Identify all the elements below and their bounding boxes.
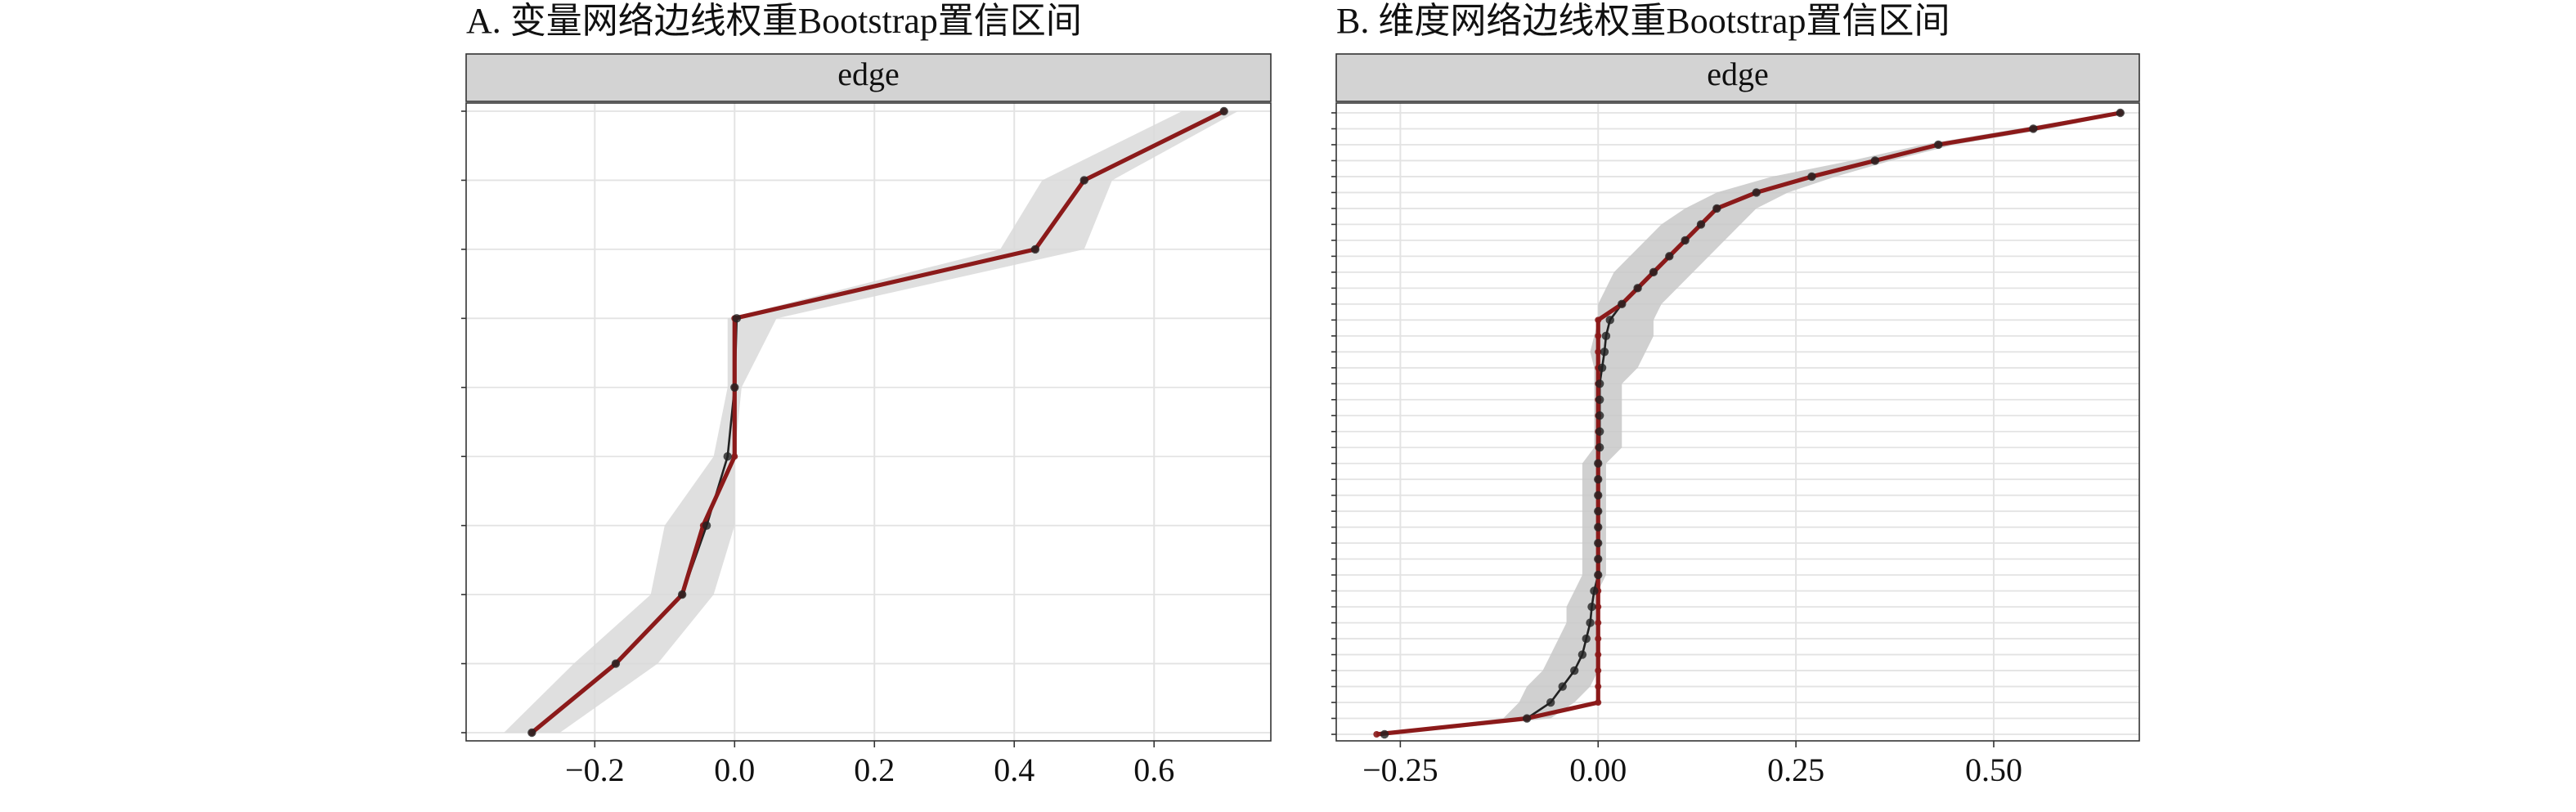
point xyxy=(1570,666,1579,675)
point xyxy=(1595,635,1602,643)
point xyxy=(1522,714,1532,723)
point xyxy=(1595,348,1602,356)
x-tick-label: 0.50 xyxy=(1965,751,2022,788)
point xyxy=(1030,244,1040,254)
point xyxy=(611,659,621,668)
point xyxy=(1219,106,1228,116)
point xyxy=(1870,156,1880,165)
x-tick-label: 0.6 xyxy=(1133,751,1174,788)
point xyxy=(1665,252,1674,261)
point xyxy=(2029,124,2038,133)
point xyxy=(1594,459,1603,468)
x-tick-label: −0.2 xyxy=(565,751,625,788)
panel-title: B. 维度网络边线权重Bootstrap置信区间 xyxy=(1336,1,1950,41)
point xyxy=(1595,683,1602,690)
point xyxy=(677,590,687,599)
point xyxy=(1380,729,1389,739)
point xyxy=(1601,331,1611,341)
point xyxy=(1595,316,1602,324)
panel-border xyxy=(465,102,1272,742)
point xyxy=(1595,603,1602,611)
point xyxy=(1594,491,1603,500)
x-tick-label: 0.2 xyxy=(854,751,895,788)
point xyxy=(1590,586,1599,595)
point xyxy=(1595,699,1602,707)
point xyxy=(527,728,536,738)
point xyxy=(1605,316,1614,325)
point xyxy=(1696,220,1706,229)
point xyxy=(1595,411,1604,420)
point xyxy=(723,452,732,461)
point xyxy=(1595,619,1602,626)
point xyxy=(2116,108,2125,118)
point xyxy=(730,383,739,392)
point xyxy=(1600,348,1609,357)
point xyxy=(1681,236,1690,245)
point xyxy=(1594,570,1603,580)
point xyxy=(1594,554,1603,563)
point xyxy=(1633,284,1642,293)
point xyxy=(1558,682,1567,691)
point xyxy=(1649,267,1658,277)
point xyxy=(731,453,738,460)
point xyxy=(702,521,711,530)
point xyxy=(1595,395,1604,404)
point xyxy=(1373,731,1380,738)
point xyxy=(1594,475,1603,484)
point xyxy=(1595,427,1604,436)
x-tick-label: 0.4 xyxy=(994,751,1034,788)
point xyxy=(1712,204,1721,213)
point xyxy=(1595,667,1602,675)
point xyxy=(1934,140,1943,150)
point xyxy=(1587,602,1596,612)
strip-label: edge xyxy=(1707,56,1769,92)
point xyxy=(1618,299,1627,309)
strip-label: edge xyxy=(837,56,900,92)
x-tick-label: 0.00 xyxy=(1569,751,1627,788)
point xyxy=(1595,651,1602,658)
series-line xyxy=(530,109,1225,735)
point xyxy=(1586,618,1595,627)
point xyxy=(1582,634,1591,644)
panel-bg xyxy=(466,103,1271,741)
point xyxy=(732,314,742,323)
point xyxy=(1595,379,1604,388)
point xyxy=(1595,443,1604,452)
panel-border xyxy=(1335,102,2140,742)
point xyxy=(1546,698,1555,707)
point xyxy=(1594,506,1603,516)
panel-title: A. 变量网络边线权重Bootstrap置信区间 xyxy=(466,1,1082,41)
point xyxy=(1807,172,1816,182)
point xyxy=(1597,363,1607,372)
x-tick-label: 0.0 xyxy=(714,751,755,788)
point xyxy=(1079,176,1088,185)
point xyxy=(1594,538,1603,548)
point xyxy=(1595,332,1602,339)
point xyxy=(1577,650,1587,659)
strip xyxy=(1335,53,2140,102)
point xyxy=(1594,523,1603,532)
strip xyxy=(465,53,1272,102)
series-line xyxy=(1376,110,2121,737)
x-tick-label: 0.25 xyxy=(1767,751,1824,788)
point xyxy=(1752,188,1761,197)
x-tick-label: −0.25 xyxy=(1362,751,1438,788)
